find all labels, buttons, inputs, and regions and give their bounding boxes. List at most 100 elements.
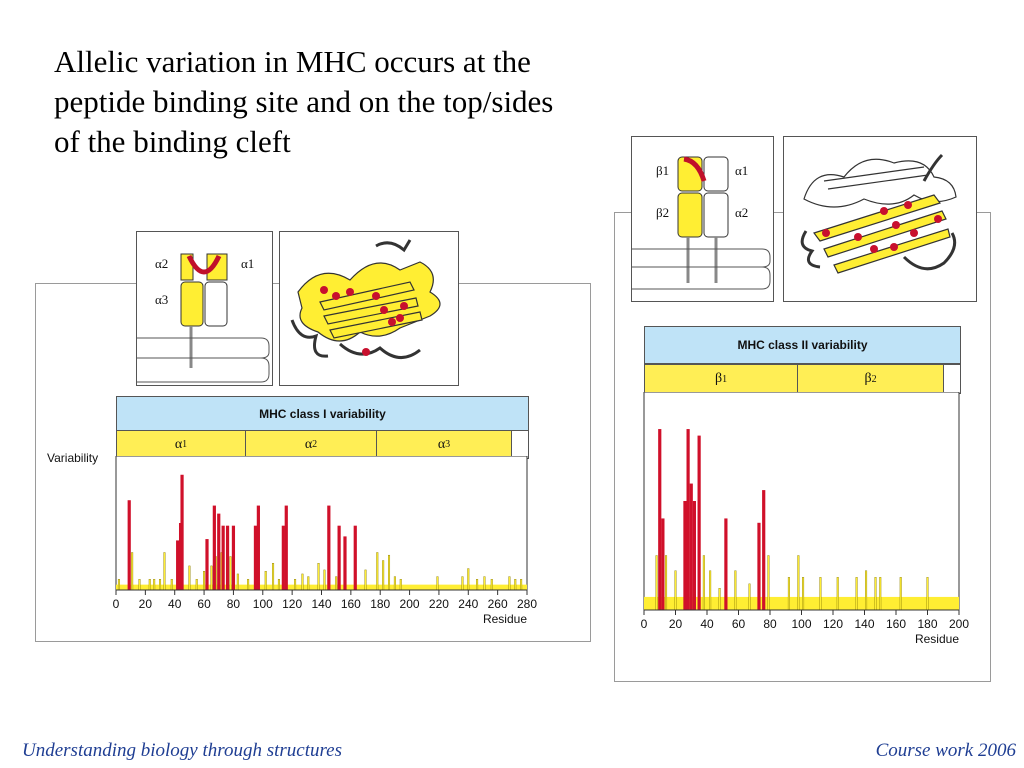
class1-bar-red-res-42 bbox=[176, 540, 180, 590]
class1-bar-red-res-67 bbox=[212, 505, 216, 590]
class1-bar-red-res-80 bbox=[231, 525, 236, 590]
footer-right-caption: Course work 2006 bbox=[875, 740, 1016, 761]
class2-bar-yellow-res-101 bbox=[802, 577, 805, 611]
class1-bar-red-res-156 bbox=[343, 536, 347, 590]
class1-bar-yellow-res-276 bbox=[520, 579, 523, 591]
class2-domain-schematic: β1 α1 β2 α2 bbox=[631, 136, 774, 302]
class1-bar-yellow-res-219 bbox=[436, 576, 439, 591]
class2-xlabel: Residue bbox=[915, 632, 959, 646]
class1-tick-label-80: 80 bbox=[227, 597, 241, 611]
class1-bar-yellow-res-90 bbox=[247, 579, 250, 591]
class2-bar-yellow-res-150 bbox=[879, 577, 882, 611]
class2-bar-yellow-res-42 bbox=[709, 570, 712, 611]
class1-label-alpha2: α2 bbox=[155, 256, 169, 271]
class1-bar-yellow-res-256 bbox=[490, 579, 493, 591]
class1-tick-label-60: 60 bbox=[197, 597, 211, 611]
class2-bar-yellow-res-14 bbox=[665, 555, 668, 611]
class2-bar-red-res-30 bbox=[689, 483, 693, 610]
class2-ribbon-drawing bbox=[800, 153, 957, 274]
class1-bar-yellow-res-272 bbox=[514, 579, 517, 591]
class2-label-alpha1: α1 bbox=[735, 163, 749, 178]
class1-bar-yellow-res-102 bbox=[264, 571, 267, 591]
class1-bar-yellow-res-251 bbox=[483, 576, 486, 591]
class1-bar-red-res-114 bbox=[281, 525, 285, 590]
class1-ylabel: Variability bbox=[47, 451, 99, 465]
class2-bar-yellow-res-180 bbox=[926, 577, 929, 611]
class1-bar-red-res-95 bbox=[253, 525, 258, 590]
class2-label-beta2: β2 bbox=[656, 205, 670, 220]
class1-bar-yellow-res-2 bbox=[117, 579, 120, 591]
class2-chart-title: MHC class II variability bbox=[644, 326, 961, 364]
class1-tick-label-200: 200 bbox=[400, 597, 420, 611]
class1-bar-yellow-res-190 bbox=[393, 576, 396, 591]
class1-bar-yellow-res-240 bbox=[467, 568, 470, 591]
class1-polymorphic-residues bbox=[320, 286, 408, 356]
class1-bar-red-res-145 bbox=[327, 505, 331, 590]
class1-bar-yellow-res-236 bbox=[461, 576, 464, 591]
class2-alpha1-domain bbox=[703, 156, 729, 192]
class2-bar-yellow-res-38 bbox=[702, 555, 705, 611]
class2-bar-yellow-res-141 bbox=[865, 570, 868, 611]
class2-tick-label-140: 140 bbox=[854, 617, 874, 631]
class1-bar-yellow-res-107 bbox=[272, 562, 275, 591]
class1-tick-label-20: 20 bbox=[139, 597, 153, 611]
class2-bar-red-res-35 bbox=[697, 435, 701, 610]
class1-tick-label-160: 160 bbox=[341, 597, 361, 611]
class2-tick-label-40: 40 bbox=[700, 617, 714, 631]
class2-bar-yellow-res-147 bbox=[874, 577, 877, 611]
class1-tick-label-100: 100 bbox=[253, 597, 273, 611]
class2-bar-yellow-res-112 bbox=[819, 577, 822, 611]
class1-bar-red-res-163 bbox=[353, 525, 357, 590]
class1-xlabel: Residue bbox=[483, 612, 527, 626]
class2-bar-yellow-res-98 bbox=[797, 555, 800, 611]
class1-domain-schematic: α2 α1 α3 bbox=[136, 231, 273, 386]
class1-bar-yellow-res-138 bbox=[317, 562, 320, 591]
class1-alpha3-domain bbox=[180, 281, 204, 327]
class2-bar-red-res-26 bbox=[683, 501, 687, 610]
class2-bar-yellow-res-123 bbox=[836, 577, 839, 611]
class2-plot-area bbox=[643, 392, 960, 611]
class1-bar-yellow-res-246 bbox=[476, 579, 479, 591]
class1-bar-red-res-62 bbox=[205, 539, 209, 590]
class2-bar-red-res-73 bbox=[757, 522, 761, 610]
class1-bar-yellow-res-178 bbox=[376, 552, 379, 591]
class1-bar-red-res-70 bbox=[217, 513, 221, 590]
class2-tick-label-100: 100 bbox=[791, 617, 811, 631]
title-line-2: peptide binding site and on the top/side… bbox=[54, 84, 554, 119]
class2-membrane bbox=[632, 248, 771, 290]
class1-bar-yellow-res-65 bbox=[210, 565, 213, 591]
class1-bar-yellow-res-182 bbox=[382, 560, 385, 591]
class1-ribbon-structure bbox=[279, 231, 459, 386]
class1-tick-label-0: 0 bbox=[113, 597, 120, 611]
class2-schematic-drawing bbox=[632, 156, 771, 290]
class1-bar-yellow-res-30 bbox=[159, 579, 162, 591]
class1-bar-yellow-res-33 bbox=[163, 552, 166, 591]
class2-label-alpha2: α2 bbox=[735, 205, 749, 220]
class1-tick-label-40: 40 bbox=[168, 597, 182, 611]
class1-bar-yellow-res-60 bbox=[203, 571, 206, 591]
class2-bar-yellow-res-135 bbox=[855, 577, 858, 611]
class1-binding-groove bbox=[186, 254, 222, 275]
class1-bar-yellow-res-23 bbox=[148, 579, 151, 591]
class2-tick-label-60: 60 bbox=[732, 617, 746, 631]
class1-bar-yellow-res-55 bbox=[195, 579, 198, 591]
class1-bar-red-res-73 bbox=[221, 525, 225, 590]
class2-tick-label-80: 80 bbox=[763, 617, 777, 631]
class2-tick-label-180: 180 bbox=[917, 617, 937, 631]
class1-tick-label-260: 260 bbox=[488, 597, 508, 611]
class2-tick-label-200: 200 bbox=[949, 617, 969, 631]
class2-bar-red-res-76 bbox=[762, 490, 766, 610]
class2-bar-red-res-52 bbox=[724, 518, 728, 610]
class1-bar-yellow-res-26 bbox=[153, 579, 156, 591]
class2-bar-yellow-res-58 bbox=[734, 570, 737, 611]
class1-bar-yellow-res-38 bbox=[170, 579, 173, 591]
class1-tick-label-140: 140 bbox=[311, 597, 331, 611]
class2-bar-red-res-28 bbox=[686, 429, 690, 610]
class1-bar-yellow-res-122 bbox=[294, 579, 297, 591]
